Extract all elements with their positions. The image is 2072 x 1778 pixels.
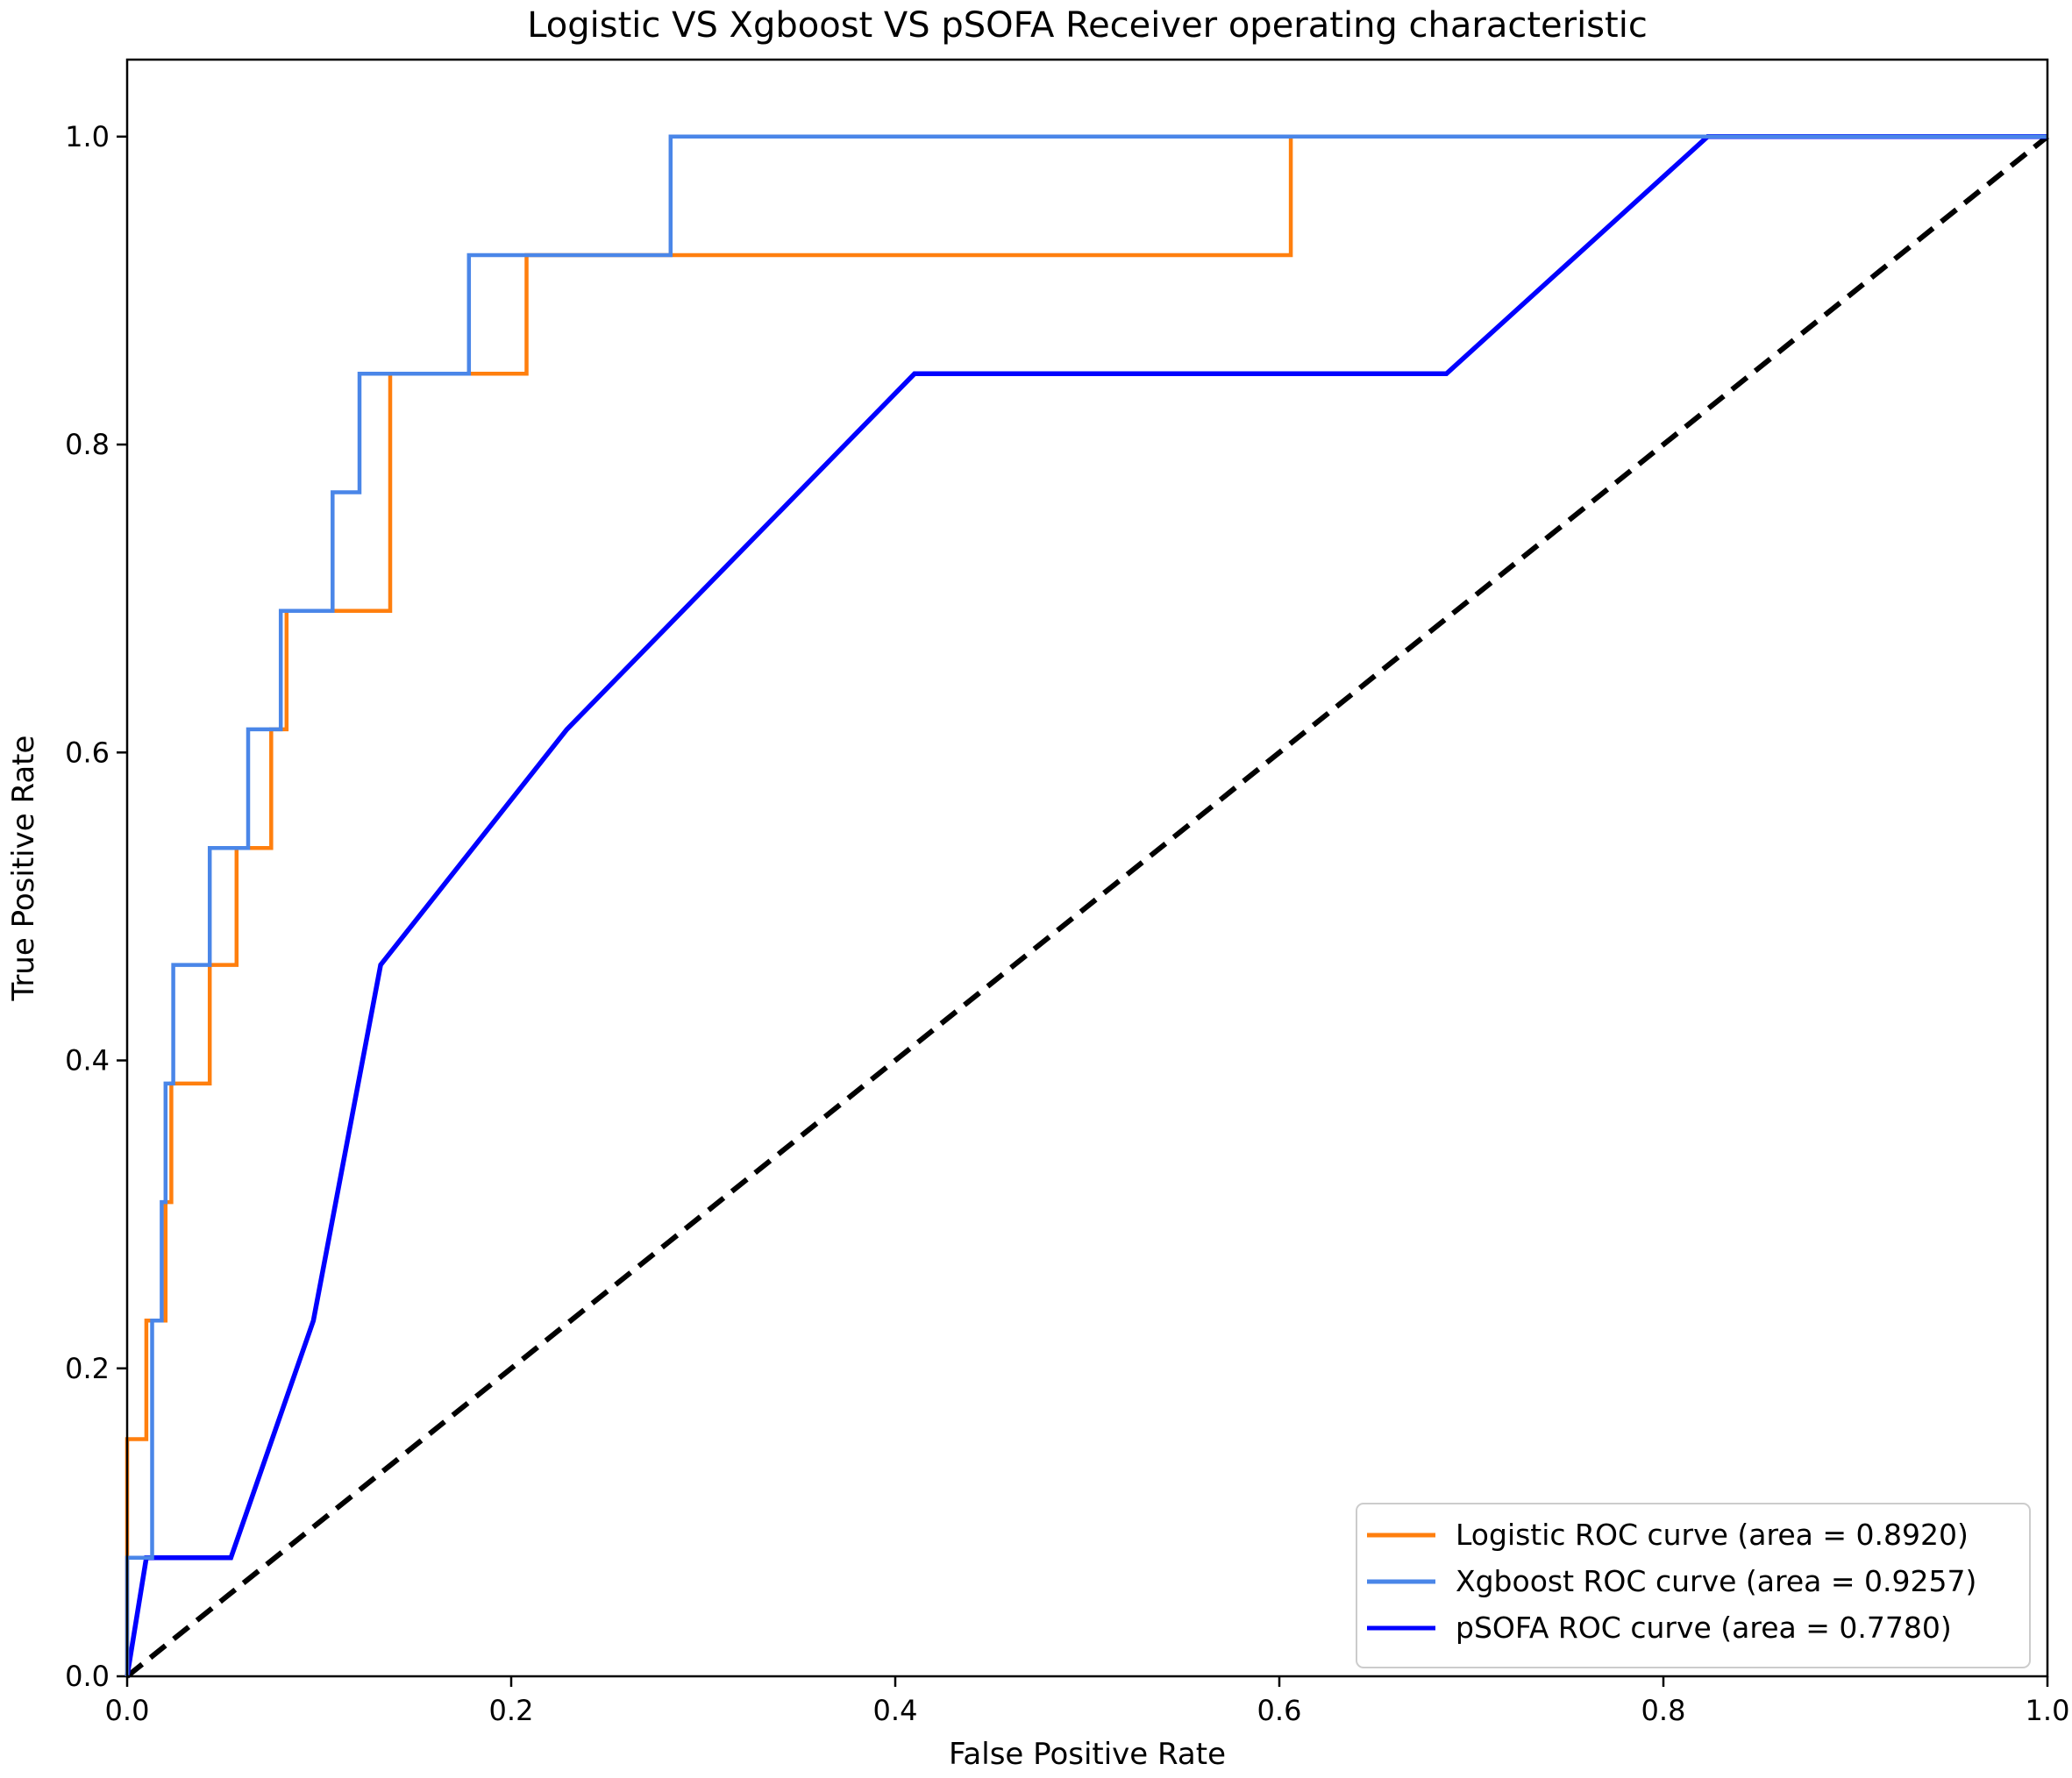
y-axis-label: True Positive Rate bbox=[6, 736, 41, 1002]
x-tick-label: 0.8 bbox=[1641, 1694, 1686, 1727]
legend-label: Logistic ROC curve (area = 0.8920) bbox=[1456, 1518, 1969, 1552]
x-tick-label: 0.6 bbox=[1257, 1694, 1302, 1727]
y-tick-label: 0.0 bbox=[65, 1660, 110, 1693]
y-tick-label: 0.8 bbox=[65, 428, 110, 461]
legend-label: pSOFA ROC curve (area = 0.7780) bbox=[1456, 1611, 1952, 1645]
x-tick-label: 0.0 bbox=[105, 1694, 150, 1727]
x-tick-label: 1.0 bbox=[2026, 1694, 2070, 1727]
x-axis-label: False Positive Rate bbox=[949, 1737, 1226, 1772]
chart-title: Logistic VS Xgboost VS pSOFA Receiver op… bbox=[527, 5, 1648, 46]
plot-frame bbox=[125, 58, 2049, 1678]
legend-label: Xgboost ROC curve (area = 0.9257) bbox=[1456, 1564, 1976, 1598]
plot-area: 0.0 0.2 0.4 0.6 0.8 1.0 0.0 0.2 0.4 0.6 0.8 1.0 bbox=[65, 120, 2069, 1727]
legend: Logistic ROC curve (area = 0.8920) Xgboos… bbox=[1356, 1503, 2031, 1668]
x-tick-label: 0.4 bbox=[873, 1694, 918, 1727]
y-tick-label: 0.4 bbox=[65, 1044, 110, 1077]
y-tick-label: 0.6 bbox=[65, 736, 110, 769]
legend-box bbox=[1356, 1503, 2031, 1668]
series-line-1 bbox=[125, 134, 2047, 1676]
y-tick-label: 1.0 bbox=[65, 120, 110, 153]
x-tick-label: 0.2 bbox=[489, 1694, 534, 1727]
chance-diagonal-line bbox=[125, 134, 2049, 1679]
y-tick-label: 0.2 bbox=[65, 1352, 110, 1385]
series-line-2 bbox=[125, 134, 2047, 1677]
